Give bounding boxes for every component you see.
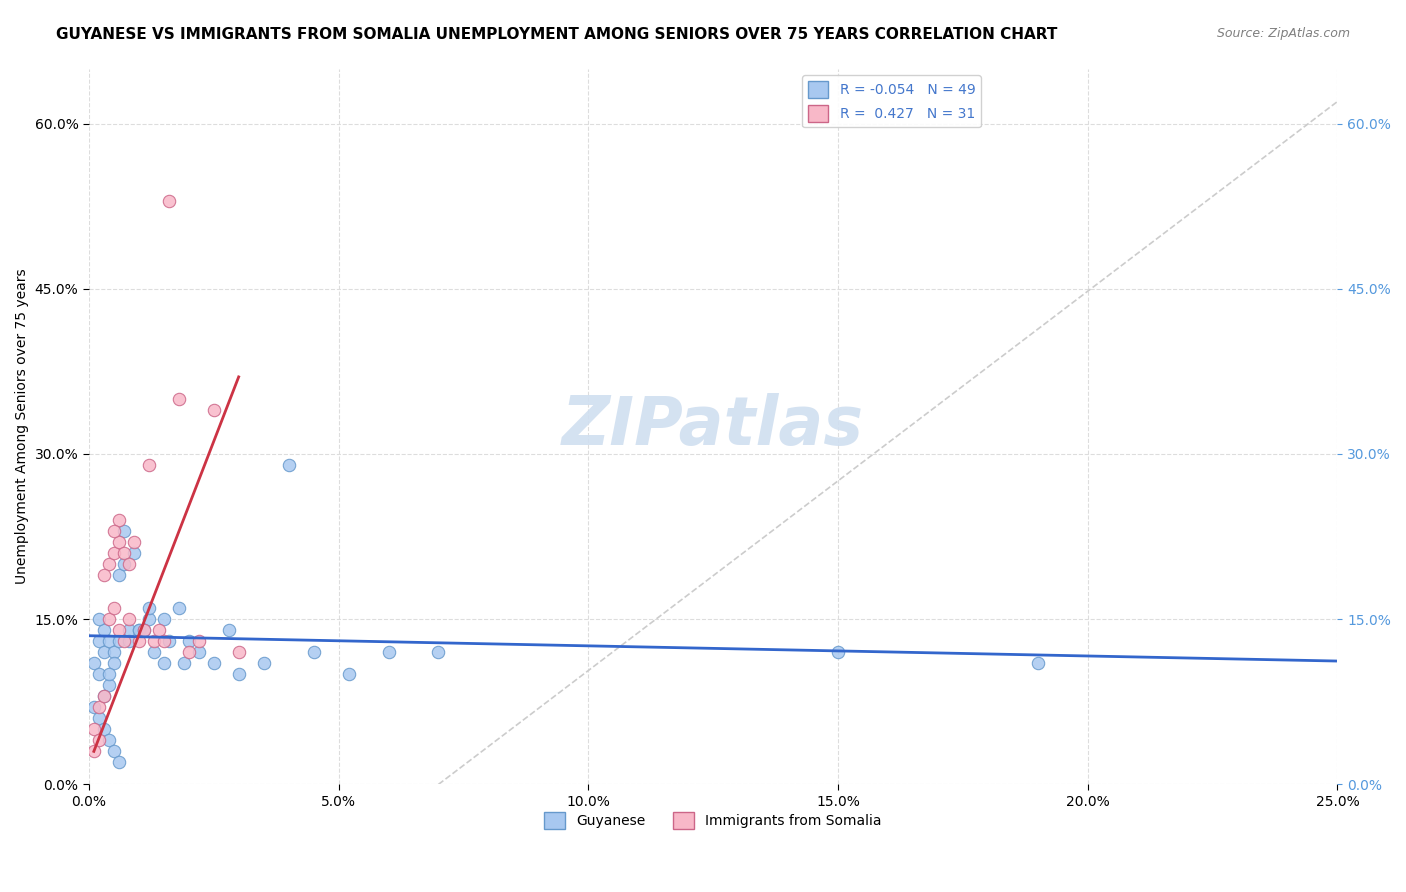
Point [122,535,145,549]
Point [112,524,135,538]
Point [97,667,120,681]
Y-axis label: Unemployment Among Seniors over 75 years: Unemployment Among Seniors over 75 years [15,268,30,584]
Point [103,657,125,671]
Point [108,513,131,527]
Point [827,645,849,659]
Point [97,733,120,747]
Point [108,568,131,582]
Point [218,624,240,638]
Point [103,744,125,758]
Point [87,612,110,626]
Point [187,634,209,648]
Point [103,524,125,538]
Point [128,624,150,638]
Text: GUYANESE VS IMMIGRANTS FROM SOMALIA UNEMPLOYMENT AMONG SENIORS OVER 75 YEARS COR: GUYANESE VS IMMIGRANTS FROM SOMALIA UNEM… [56,27,1057,42]
Legend: Guyanese, Immigrants from Somalia: Guyanese, Immigrants from Somalia [538,806,887,835]
Point [228,667,250,681]
Point [173,657,195,671]
Point [427,645,450,659]
Point [103,546,125,560]
Point [112,557,135,571]
Point [1026,657,1049,671]
Point [87,667,110,681]
Point [202,403,225,417]
Point [142,634,165,648]
Point [157,634,180,648]
Point [167,601,190,615]
Point [93,568,115,582]
Text: ZIPatlas: ZIPatlas [562,393,865,459]
Point [97,634,120,648]
Point [118,557,141,571]
Point [128,634,150,648]
Point [87,711,110,725]
Point [108,756,131,770]
Point [122,546,145,560]
Point [97,557,120,571]
Point [87,700,110,714]
Point [152,657,174,671]
Point [132,624,155,638]
Point [97,678,120,692]
Point [167,392,190,406]
Point [228,645,250,659]
Point [108,535,131,549]
Point [93,723,115,737]
Point [157,194,180,208]
Point [152,612,174,626]
Point [83,700,105,714]
Point [138,601,160,615]
Point [83,657,105,671]
Point [97,612,120,626]
Point [112,546,135,560]
Point [148,624,170,638]
Point [83,723,105,737]
Point [108,624,131,638]
Point [108,634,131,648]
Point [337,667,360,681]
Point [103,601,125,615]
Point [118,634,141,648]
Point [118,624,141,638]
Point [93,624,115,638]
Point [277,458,299,472]
Point [202,657,225,671]
Point [93,645,115,659]
Point [128,624,150,638]
Point [177,634,200,648]
Point [132,624,155,638]
Text: Source: ZipAtlas.com: Source: ZipAtlas.com [1216,27,1350,40]
Point [138,612,160,626]
Point [377,645,399,659]
Point [187,645,209,659]
Point [103,645,125,659]
Point [177,645,200,659]
Point [302,645,325,659]
Point [93,690,115,704]
Point [142,645,165,659]
Point [152,634,174,648]
Point [118,612,141,626]
Point [83,744,105,758]
Point [93,690,115,704]
Point [253,657,276,671]
Point [87,733,110,747]
Point [112,634,135,648]
Point [87,634,110,648]
Point [138,458,160,472]
